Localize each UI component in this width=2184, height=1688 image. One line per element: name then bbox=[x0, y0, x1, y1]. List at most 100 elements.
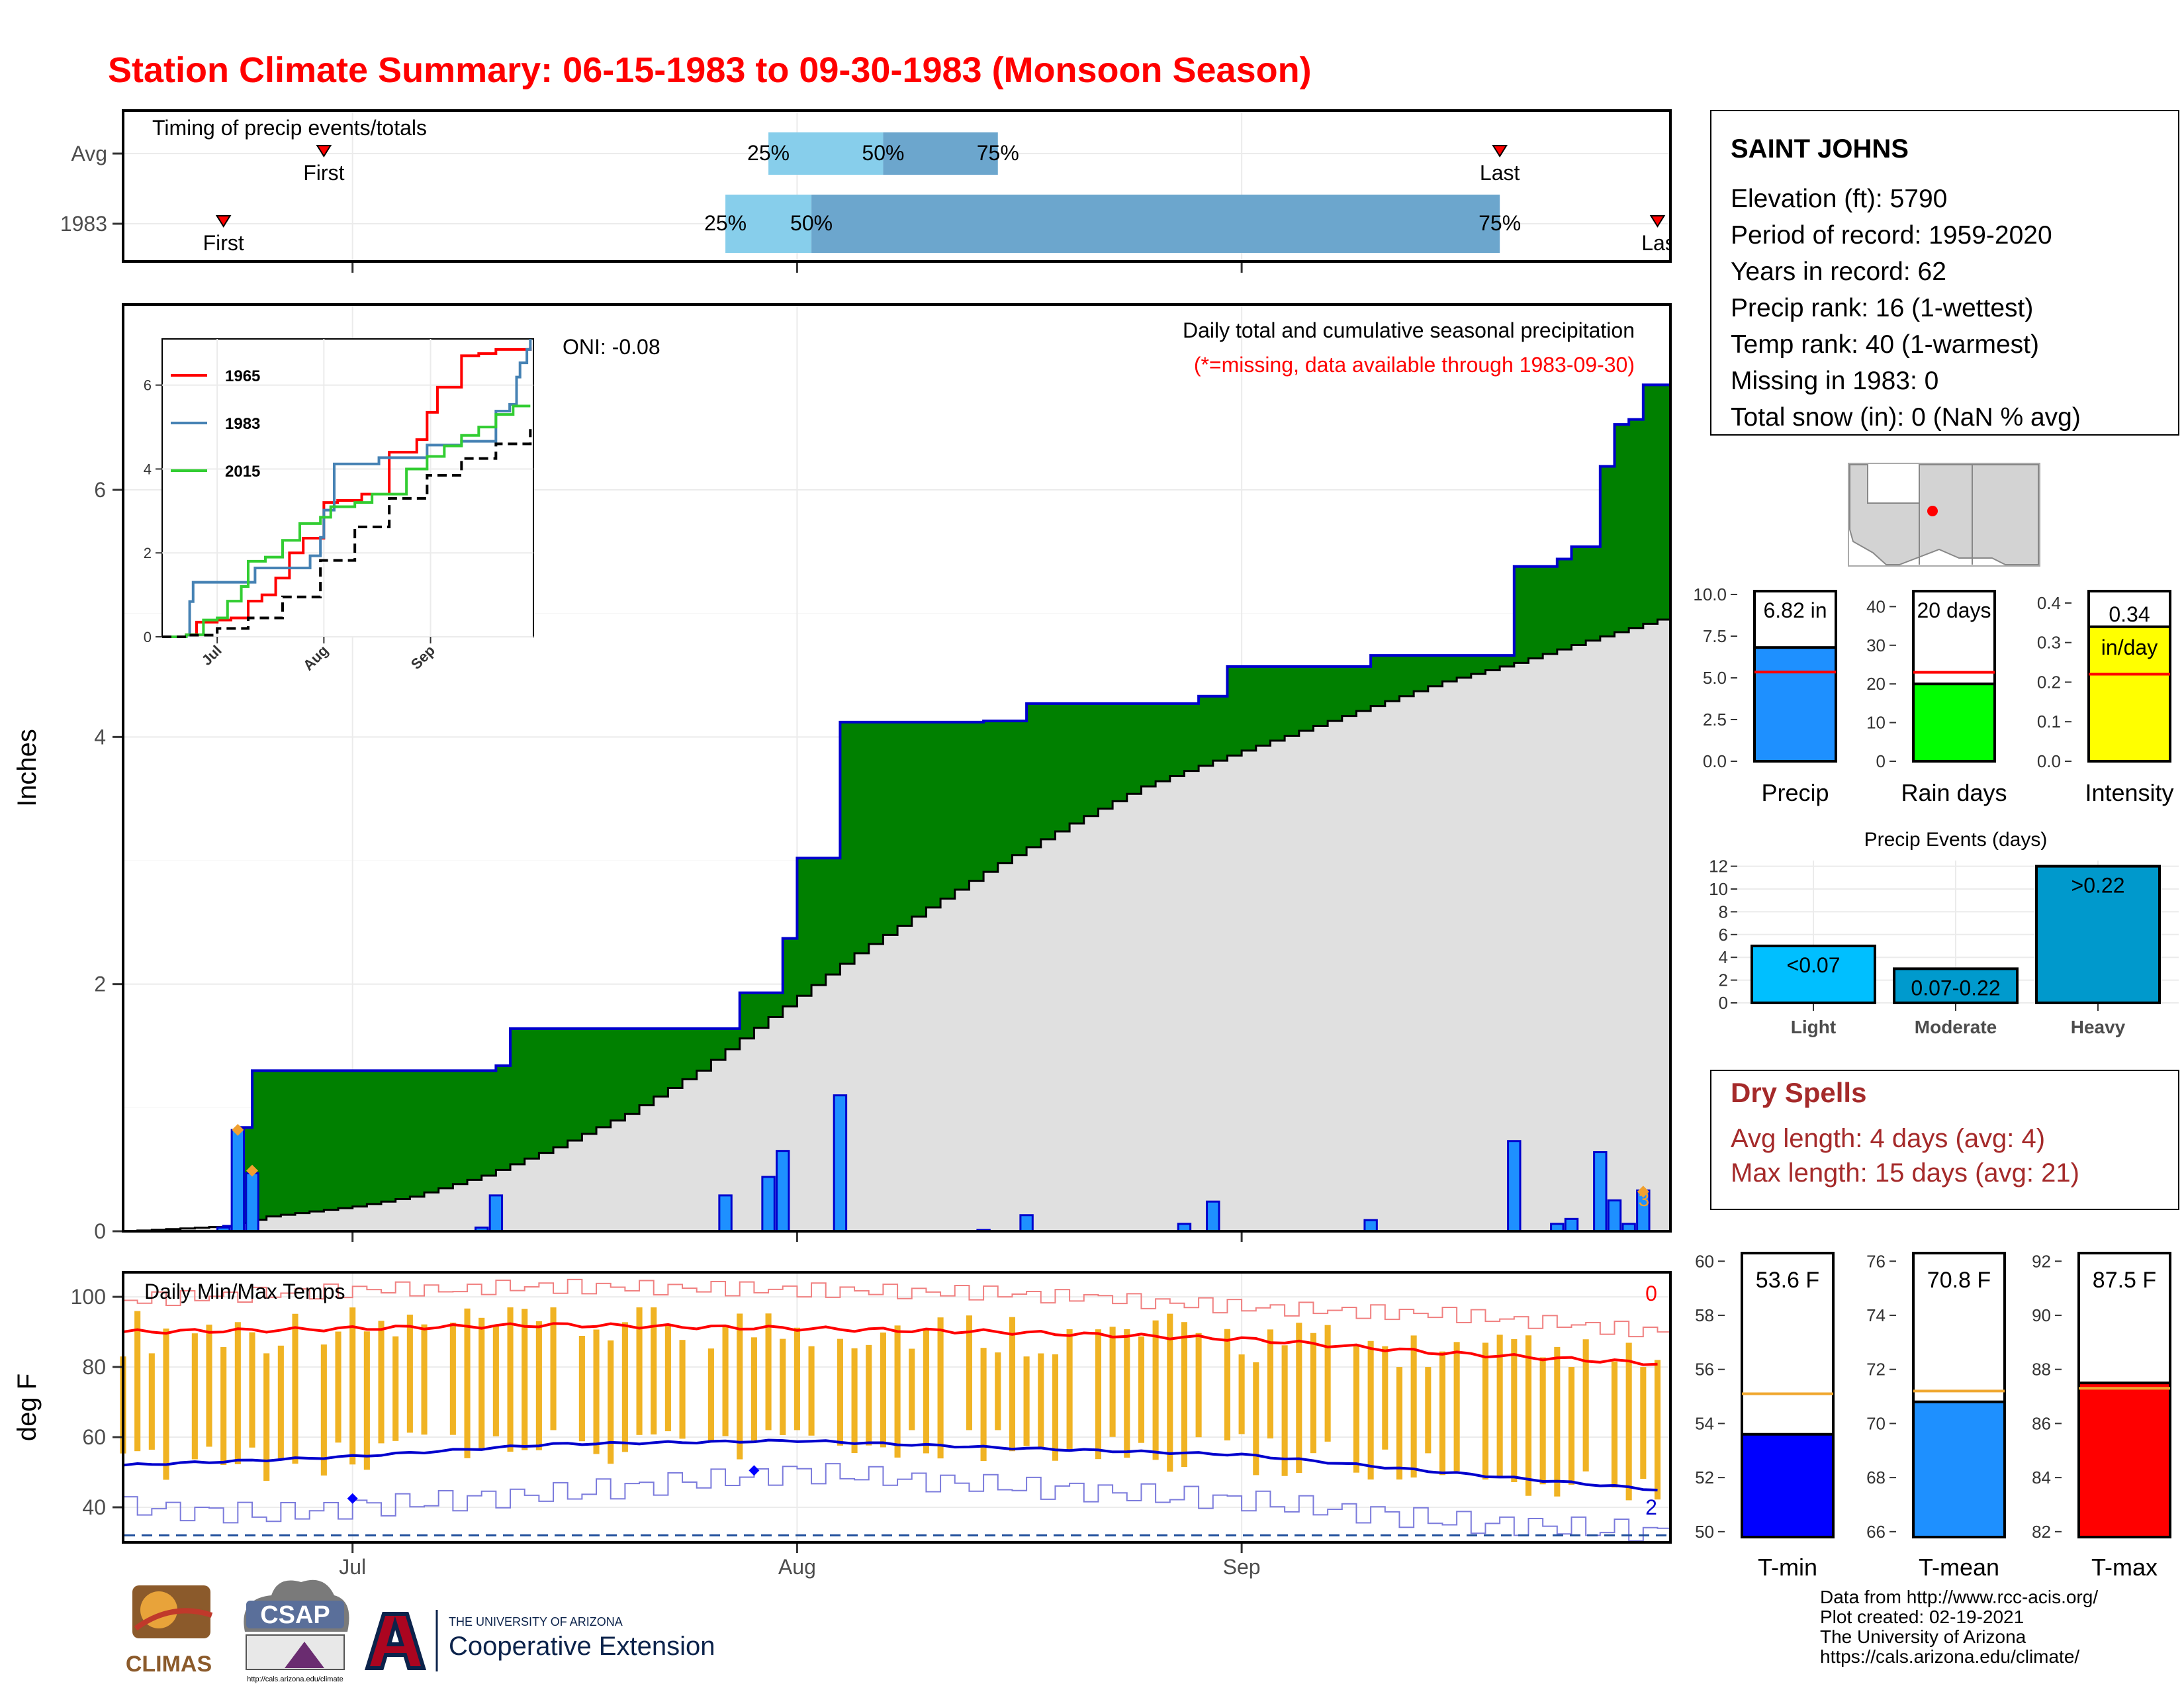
record-max-line bbox=[123, 1278, 1669, 1338]
inset-legend-label: 2015 bbox=[225, 463, 260, 481]
events-bar-label: 0.07-0.22 bbox=[1911, 976, 2000, 1000]
small-chart-y-tick-label: 0 bbox=[1876, 751, 1886, 771]
temp-x-tick-label: Sep bbox=[1223, 1555, 1261, 1579]
map-state-border bbox=[1867, 465, 1920, 565]
daily-precip-bar bbox=[1607, 1199, 1622, 1233]
small-chart-value-label: 0.34 bbox=[2109, 602, 2150, 626]
precip-events-chart: 0 2 46 8 10 12 <0.07 Light 0.07-0.22 Moderate >0.2… bbox=[1709, 857, 2179, 1037]
ua-top-text: THE UNIVERSITY OF ARIZONA bbox=[449, 1615, 623, 1628]
daily-temp-range-bar bbox=[1109, 1327, 1116, 1437]
credits: Data from http://www.rcc-acis.org/Plot c… bbox=[1820, 1587, 2098, 1667]
daily-temp-range-bar bbox=[206, 1325, 212, 1447]
small-chart-y-tick-label: 52 bbox=[1695, 1468, 1714, 1487]
daily-temp-range-bar bbox=[679, 1340, 686, 1439]
small-chart-y-tick-label: 5.0 bbox=[1703, 668, 1727, 688]
small-chart-y-tick-label: 54 bbox=[1695, 1413, 1714, 1433]
daily-temp-range-bar bbox=[722, 1325, 729, 1436]
events-y-tick-label: 8 bbox=[1719, 902, 1728, 921]
precip-ylabel: Inches bbox=[13, 729, 42, 807]
small-chart-y-tick-label: 0.1 bbox=[2037, 712, 2061, 731]
station-box-frame bbox=[1710, 110, 2179, 436]
daily-temp-range-bar bbox=[292, 1313, 298, 1464]
station-name: SAINT JOHNS bbox=[1731, 134, 1909, 164]
dry-spells-max: Max length: 15 days (avg: 21) bbox=[1731, 1158, 2079, 1188]
events-category-label: Heavy bbox=[2071, 1017, 2126, 1037]
daily-temp-range-bar bbox=[1654, 1360, 1661, 1500]
timing-bar-early bbox=[768, 132, 884, 175]
station-detail-line: Years in record: 62 bbox=[1731, 258, 1946, 286]
daily-temp-range-bar bbox=[1138, 1336, 1144, 1443]
timing-last-label: Last bbox=[1480, 161, 1520, 185]
small-chart-bar bbox=[2077, 1382, 2171, 1538]
average-cumulative-area bbox=[123, 620, 1669, 1231]
events-y-tick-label: 0 bbox=[1719, 993, 1728, 1013]
temp-x-axis: Jul Aug Sep bbox=[339, 1544, 1261, 1579]
daily-precip-bar bbox=[1564, 1217, 1579, 1233]
inset-chart: 0 2 4 6 Jul Aug Sep 1965 1983 2015 bbox=[144, 338, 534, 674]
inset-y-tick-label: 6 bbox=[144, 377, 152, 394]
daily-temp-range-bar bbox=[966, 1315, 972, 1430]
small-chart-y-tick-label: 66 bbox=[1866, 1522, 1886, 1542]
timing-q50-label: 50% bbox=[862, 141, 904, 165]
small-chart-value-label: 53.6 F bbox=[1756, 1268, 1819, 1293]
events-y-tick-label: 6 bbox=[1719, 925, 1728, 945]
small-chart-value-label: 20 days bbox=[1917, 598, 1991, 622]
daily-temp-range-bar bbox=[880, 1333, 886, 1448]
ua-bottom-text: Cooperative Extension bbox=[449, 1632, 715, 1661]
temp-y-tick-label: 60 bbox=[82, 1425, 106, 1449]
daily-temp-range-bar bbox=[1310, 1333, 1317, 1454]
inset-legend-label: 1965 bbox=[225, 367, 260, 385]
record-high-count: 0 bbox=[1645, 1282, 1657, 1305]
events-bar-label: <0.07 bbox=[1787, 953, 1841, 977]
climas-swoosh bbox=[134, 1608, 213, 1631]
precip-panel: 3 Daily total and cumulative seasonal pr… bbox=[13, 303, 1672, 1243]
daily-precip-bar bbox=[1593, 1151, 1608, 1233]
small-chart-bar bbox=[1912, 682, 1996, 763]
daily-temp-range-bar bbox=[220, 1347, 227, 1466]
small-chart-y-tick-label: 58 bbox=[1695, 1305, 1714, 1325]
daily-temp-range-bar bbox=[335, 1331, 341, 1443]
small-chart-y-tick-label: 50 bbox=[1695, 1522, 1714, 1542]
dry-spells-box: Dry Spells Avg length: 4 days (avg: 4) M… bbox=[1710, 1070, 2179, 1210]
daily-temp-range-bar bbox=[449, 1323, 456, 1435]
station-detail-line: Precip rank: 16 (1-wettest) bbox=[1731, 294, 2033, 322]
small-chart-y-tick-label: 0.2 bbox=[2037, 672, 2061, 692]
missing-data-marker bbox=[246, 1164, 259, 1177]
daily-temp-range-bar bbox=[535, 1321, 542, 1450]
small-chart-value-label: 87.5 F bbox=[2093, 1268, 2156, 1293]
oni-label: ONI: -0.08 bbox=[563, 335, 660, 359]
timing-bar-late bbox=[811, 195, 1500, 253]
t-mean-chart: 66 68 70 72 74 76 70.8 F T-mean bbox=[1866, 1251, 2006, 1581]
timing-q25-label: 25% bbox=[747, 141, 790, 165]
daily-temp-range-bar bbox=[1539, 1357, 1546, 1485]
station-detail-line: Elevation (ft): 5790 bbox=[1731, 185, 1947, 213]
small-chart-value-label: 6.82 in bbox=[1763, 598, 1827, 622]
daily-temp-range-bar bbox=[406, 1314, 413, 1433]
daily-temp-range-bar bbox=[421, 1324, 428, 1435]
daily-temp-range-bar bbox=[651, 1307, 657, 1434]
daily-temp-range-bar bbox=[392, 1336, 399, 1441]
daily-temp-range-bar bbox=[378, 1321, 385, 1444]
record-low-marker bbox=[347, 1493, 358, 1504]
small-chart-value-label: 70.8 F bbox=[1927, 1268, 1991, 1293]
small-chart-y-tick-label: 84 bbox=[2032, 1468, 2051, 1487]
small-chart-bar bbox=[2087, 625, 2171, 763]
precip-y-tick-label: 0 bbox=[94, 1219, 106, 1243]
events-category-label: Light bbox=[1791, 1017, 1836, 1037]
temp-ylabel: deg F bbox=[13, 1374, 42, 1441]
dry-spells-avg: Avg length: 4 days (avg: 4) bbox=[1731, 1124, 2045, 1153]
timing-first-marker bbox=[316, 145, 332, 158]
observed-cumulative-outline bbox=[123, 383, 1669, 1233]
timing-first-marker bbox=[215, 215, 232, 228]
inset-y-tick-label: 0 bbox=[144, 629, 152, 645]
daily-temp-range-bar bbox=[866, 1344, 872, 1446]
daily-temp-range-bar bbox=[1124, 1329, 1130, 1458]
timing-row-labels: Avg 1983 bbox=[60, 142, 122, 236]
daily-temp-range-bar bbox=[1267, 1329, 1274, 1438]
small-chart-category-label: T-mean bbox=[1919, 1554, 1999, 1581]
precip-x-axis bbox=[351, 1233, 1243, 1242]
timing-last-marker bbox=[1649, 215, 1666, 228]
ua-logo: THE UNIVERSITY OF ARIZONA Cooperative Ex… bbox=[364, 1610, 715, 1671]
small-chart-y-tick-label: 2.5 bbox=[1703, 710, 1727, 729]
daily-temp-range-bar bbox=[1167, 1313, 1173, 1472]
